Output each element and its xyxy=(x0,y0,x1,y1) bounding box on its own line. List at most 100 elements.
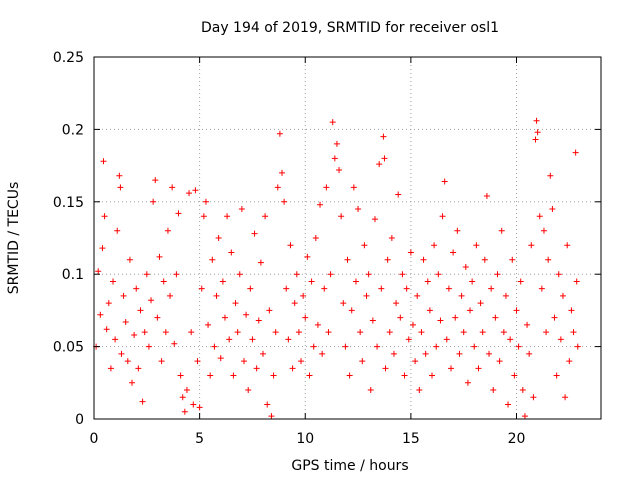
data-point xyxy=(251,230,258,237)
data-point xyxy=(532,136,539,143)
data-point xyxy=(99,245,106,252)
data-point xyxy=(217,355,224,362)
data-point xyxy=(329,119,336,126)
data-point xyxy=(551,314,558,321)
data-point xyxy=(312,235,319,241)
data-point xyxy=(272,329,279,336)
data-point xyxy=(281,198,288,205)
data-point xyxy=(393,300,400,307)
data-point xyxy=(167,292,174,299)
data-point xyxy=(293,271,300,278)
data-point xyxy=(540,227,547,234)
data-point xyxy=(452,314,459,321)
data-point xyxy=(479,329,486,336)
data-point xyxy=(365,271,372,278)
y-tick-label: 0.2 xyxy=(62,122,84,138)
data-point xyxy=(300,292,307,299)
data-point xyxy=(200,213,207,220)
data-point xyxy=(460,329,467,336)
data-point xyxy=(224,213,231,220)
data-point xyxy=(424,278,431,285)
data-point xyxy=(545,256,552,263)
data-point xyxy=(490,387,497,394)
data-point xyxy=(381,155,388,162)
data-point xyxy=(403,285,410,292)
y-axis-ticks: 0 0.05 0.1 0.15 0.2 0.25 xyxy=(53,50,601,428)
data-point xyxy=(270,372,277,379)
data-point xyxy=(538,285,545,292)
data-point xyxy=(257,259,264,266)
data-point xyxy=(534,129,541,136)
data-point xyxy=(183,387,190,394)
data-point xyxy=(488,285,495,292)
data-point xyxy=(492,314,499,321)
data-point xyxy=(511,372,518,379)
data-point xyxy=(126,256,133,263)
data-point xyxy=(289,365,296,372)
data-point xyxy=(194,358,201,365)
x-tick-label: 5 xyxy=(195,431,204,447)
x-axis-label: GPS time / hours xyxy=(291,458,408,474)
data-point xyxy=(340,300,347,307)
data-point xyxy=(431,242,438,249)
data-point xyxy=(236,271,243,278)
data-point xyxy=(154,314,161,321)
data-point xyxy=(386,329,393,336)
data-point xyxy=(302,314,309,321)
data-point xyxy=(559,292,566,299)
data-point xyxy=(260,350,266,357)
data-point xyxy=(573,278,580,285)
data-point xyxy=(308,278,315,285)
data-point xyxy=(524,321,531,328)
data-point xyxy=(416,387,423,394)
data-point xyxy=(331,155,338,162)
data-point xyxy=(536,213,543,220)
data-point xyxy=(574,343,581,350)
data-point xyxy=(374,343,381,350)
data-point xyxy=(162,329,169,336)
data-point xyxy=(570,329,577,336)
data-point xyxy=(458,292,465,299)
data-point xyxy=(378,285,385,292)
data-point xyxy=(276,130,283,137)
data-point xyxy=(148,297,155,304)
data-point xyxy=(323,184,330,191)
data-point xyxy=(110,278,117,285)
data-point xyxy=(181,408,188,415)
data-point xyxy=(555,271,562,278)
data-point xyxy=(496,358,503,365)
data-point xyxy=(342,343,349,350)
data-point xyxy=(179,394,186,401)
data-point xyxy=(409,321,416,328)
data-point xyxy=(298,358,305,365)
data-point xyxy=(376,161,383,168)
data-point xyxy=(317,201,324,208)
data-point xyxy=(399,271,406,278)
data-point xyxy=(131,332,138,339)
data-point xyxy=(219,278,226,285)
x-tick-label: 0 xyxy=(90,431,99,447)
data-point xyxy=(338,213,345,220)
data-point xyxy=(177,372,184,379)
data-point xyxy=(100,158,107,165)
data-point xyxy=(173,271,180,278)
data-point xyxy=(97,311,104,318)
data-point xyxy=(500,329,507,336)
data-point xyxy=(192,187,199,194)
data-point xyxy=(547,172,554,179)
x-tick-label: 15 xyxy=(402,431,420,447)
data-point xyxy=(526,350,533,357)
data-point xyxy=(371,216,378,223)
data-point xyxy=(486,350,493,357)
data-point xyxy=(249,336,256,343)
data-point xyxy=(120,292,127,299)
data-point xyxy=(107,365,114,372)
data-point xyxy=(363,292,370,299)
data-point xyxy=(325,329,332,336)
data-point xyxy=(283,285,290,292)
data-point xyxy=(156,253,163,260)
data-point xyxy=(412,358,419,365)
data-point xyxy=(443,336,450,343)
data-point xyxy=(350,184,357,191)
